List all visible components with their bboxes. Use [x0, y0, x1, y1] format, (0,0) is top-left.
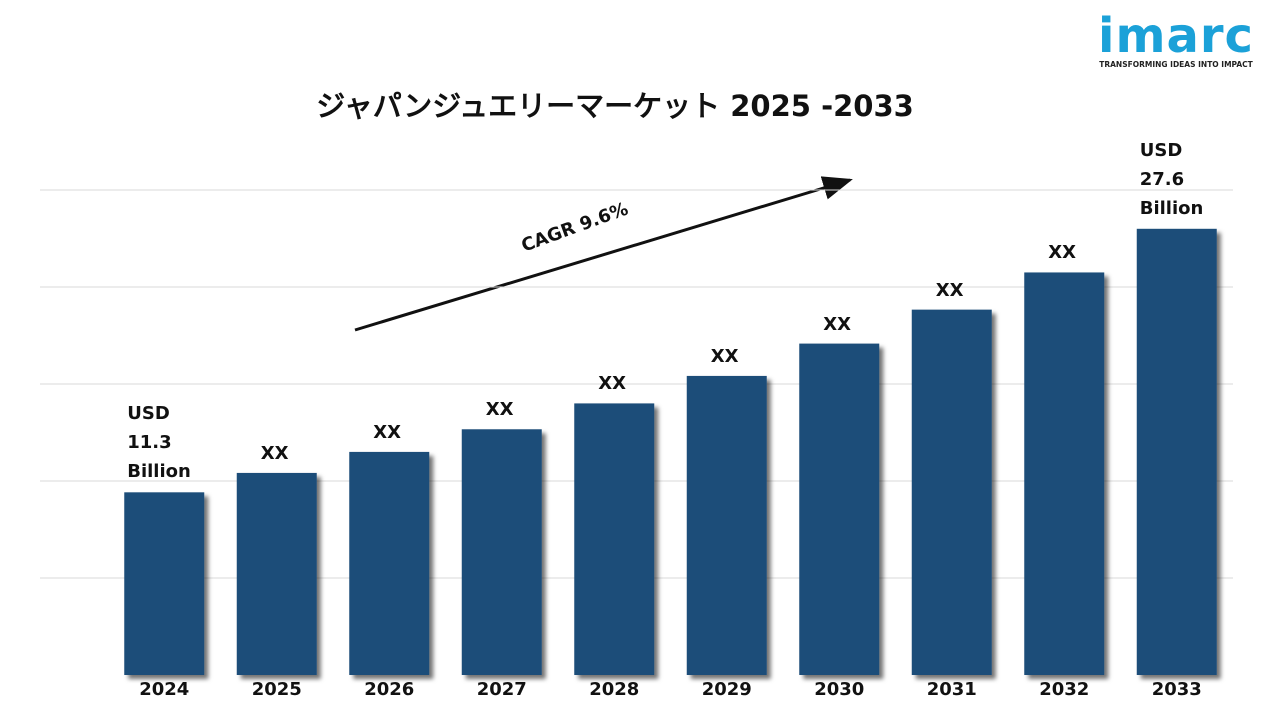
value-label: XX	[710, 345, 739, 367]
value-label: USD 27.6 Billion	[1139, 139, 1204, 219]
value-label: XX	[485, 399, 514, 421]
bar	[461, 429, 542, 675]
x-tick-label: 2030	[814, 679, 864, 700]
value-label: XX	[598, 373, 627, 395]
bar	[574, 403, 655, 675]
cagr-label: CAGR 9.6%	[519, 199, 631, 257]
value-label: XX	[1048, 242, 1077, 264]
x-tick-label: 2029	[702, 679, 752, 700]
bar	[236, 472, 317, 675]
bar	[349, 451, 430, 675]
bar	[799, 343, 880, 675]
value-label: XX	[260, 442, 289, 464]
x-tick-label: 2025	[252, 679, 302, 700]
bar	[124, 492, 205, 675]
bar	[1136, 228, 1217, 676]
value-label: USD 11.3 Billion	[127, 403, 191, 483]
x-tick-label: 2033	[1152, 679, 1202, 700]
chart-title: ジャパンジュエリーマーケット 2025 -2033	[316, 89, 914, 123]
bar	[911, 309, 992, 675]
bar	[1024, 272, 1105, 675]
cagr-arrow	[354, 176, 853, 332]
logo: imarc TRANSFORMING IDEAS INTO IMPACT	[1098, 12, 1254, 69]
x-tick-label: 2028	[589, 679, 639, 700]
bar	[686, 375, 767, 675]
logo-tagline: TRANSFORMING IDEAS INTO IMPACT	[1099, 60, 1253, 69]
x-tick-label: 2031	[927, 679, 977, 700]
value-label: XX	[935, 279, 964, 301]
x-tick-label: 2027	[477, 679, 527, 700]
x-tick-label: 2032	[1039, 679, 1089, 700]
logo-name: imarc	[1098, 8, 1254, 64]
value-label: XX	[373, 421, 402, 443]
x-tick-label: 2026	[364, 679, 414, 700]
value-label: XX	[823, 313, 852, 335]
x-tick-label: 2024	[139, 679, 189, 700]
